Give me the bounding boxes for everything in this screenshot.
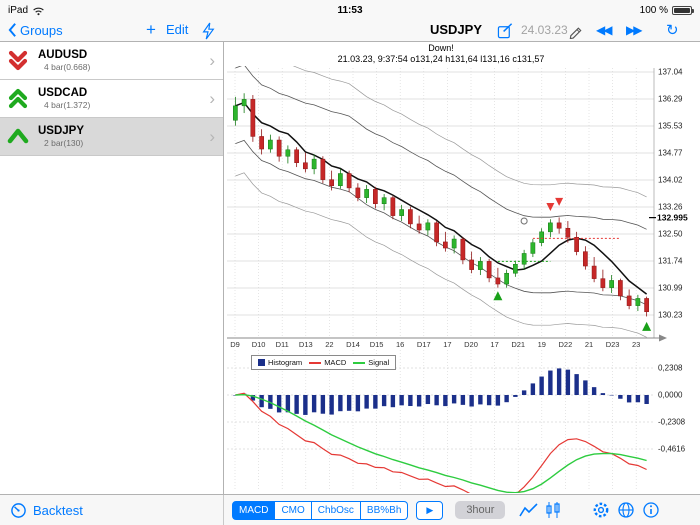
svg-text:0,2308: 0,2308 bbox=[658, 364, 683, 373]
chart-header: Down! 21.03.23, 9:37:54 o131,24 h131,64 … bbox=[225, 43, 657, 65]
svg-text:130.23: 130.23 bbox=[658, 311, 683, 320]
svg-text:16: 16 bbox=[396, 340, 404, 349]
symbol-name: AUDUSD bbox=[38, 49, 88, 61]
histogram-swatch bbox=[258, 359, 265, 366]
svg-text:D15: D15 bbox=[370, 340, 384, 349]
timeframe-button[interactable]: 3hour bbox=[455, 501, 506, 519]
bottom-toolbar: Backtest MACD CMO ChbOsc BB%Bh ▶ 3hour bbox=[0, 494, 700, 525]
symbol-sub: 4 bar(0.668) bbox=[44, 62, 91, 72]
backtest-button[interactable]: Backtest bbox=[0, 495, 224, 525]
svg-text:136.29: 136.29 bbox=[658, 95, 683, 104]
wifi-icon bbox=[33, 7, 44, 15]
chart-symbol-title: USDJPY bbox=[429, 22, 483, 37]
svg-text:131.74: 131.74 bbox=[658, 257, 683, 266]
edit-button[interactable]: Edit bbox=[166, 22, 189, 37]
svg-text:D14: D14 bbox=[346, 340, 360, 349]
svg-text:132.50: 132.50 bbox=[658, 230, 683, 239]
list-item-usdcad[interactable]: USDCAD 4 bar(1.372) › bbox=[0, 80, 223, 118]
svg-text:133.26: 133.26 bbox=[658, 203, 683, 212]
ohlc-label: 21.03.23, 9:37:54 o131,24 h131,64 l131,1… bbox=[337, 54, 545, 64]
symbol-name: USDJPY bbox=[38, 125, 85, 137]
fast-forward-button[interactable]: ▶▶ bbox=[626, 23, 643, 37]
svg-text:D11: D11 bbox=[276, 340, 289, 349]
candle-chart-icon[interactable] bbox=[545, 502, 564, 518]
gauge-icon bbox=[11, 502, 26, 518]
svg-text:-0,2308: -0,2308 bbox=[658, 418, 686, 427]
trend-up-icon bbox=[7, 128, 29, 143]
battery-percent: 100 % bbox=[639, 4, 668, 16]
list-item-usdjpy[interactable]: USDJPY 2 bar(130) › bbox=[0, 118, 223, 156]
symbol-name: USDCAD bbox=[38, 87, 88, 99]
back-label: Groups bbox=[20, 22, 63, 38]
symbol-list: AUDUSD 4 bar(0.668) › USDCAD 4 bar(1.372… bbox=[0, 42, 224, 494]
symbol-sub: 2 bar(130) bbox=[44, 138, 84, 148]
macd-swatch bbox=[309, 361, 322, 364]
indicator-tab-cmo[interactable]: CMO bbox=[275, 500, 312, 520]
svg-text:19: 19 bbox=[538, 340, 546, 349]
svg-text:D23: D23 bbox=[606, 340, 620, 349]
svg-text:137.04: 137.04 bbox=[658, 68, 683, 77]
line-chart-icon[interactable] bbox=[519, 502, 539, 518]
svg-text:-0,4616: -0,4616 bbox=[658, 445, 686, 454]
svg-text:D17: D17 bbox=[417, 340, 431, 349]
nav-bar: Groups + Edit USDJPY 24.03.23 ◀◀ ▶▶ ↻ bbox=[0, 20, 700, 42]
battery-icon bbox=[672, 5, 694, 15]
device-label: iPad bbox=[8, 4, 29, 16]
chart-area: Down! 21.03.23, 9:37:54 o131,24 h131,64 … bbox=[225, 42, 700, 494]
info-icon[interactable] bbox=[642, 501, 660, 519]
chevron-right-icon: › bbox=[209, 50, 215, 70]
indicator-tab-macd[interactable]: MACD bbox=[232, 500, 276, 520]
indicator-tab-chbosc[interactable]: ChbOsc bbox=[311, 500, 361, 520]
chart-date[interactable]: 24.03.23 bbox=[521, 23, 568, 37]
legend-label: Signal bbox=[368, 358, 390, 367]
svg-text:134.77: 134.77 bbox=[658, 149, 683, 158]
backtest-label: Backtest bbox=[33, 502, 83, 518]
svg-text:0,0000: 0,0000 bbox=[658, 391, 683, 400]
list-item-audusd[interactable]: AUDUSD 4 bar(0.668) › bbox=[0, 42, 223, 80]
chevron-right-icon: › bbox=[209, 88, 215, 108]
svg-text:17: 17 bbox=[490, 340, 498, 349]
svg-text:D13: D13 bbox=[299, 340, 313, 349]
svg-text:134.02: 134.02 bbox=[658, 176, 683, 185]
status-bar: iPad 11:53 100 % bbox=[0, 0, 700, 20]
compose-icon[interactable] bbox=[497, 23, 514, 42]
svg-text:D22: D22 bbox=[559, 340, 573, 349]
back-button[interactable]: Groups bbox=[8, 22, 63, 38]
legend-label: Histogram bbox=[268, 358, 303, 367]
price-chart[interactable]: 137.04136.29135.53134.77134.02133.26132.… bbox=[225, 42, 700, 494]
svg-text:23: 23 bbox=[632, 340, 640, 349]
svg-text:D10: D10 bbox=[252, 340, 266, 349]
flash-icon[interactable] bbox=[200, 22, 216, 43]
clock: 11:53 bbox=[337, 4, 363, 16]
svg-text:17: 17 bbox=[443, 340, 451, 349]
chevron-right-icon: › bbox=[209, 126, 215, 146]
indicator-legend: Histogram MACD Signal bbox=[251, 355, 397, 370]
indicator-segmented-control: MACD CMO ChbOsc BB%Bh bbox=[232, 500, 409, 520]
svg-text:D21: D21 bbox=[511, 340, 525, 349]
settings-gear-icon[interactable] bbox=[592, 501, 610, 519]
legend-label: MACD bbox=[324, 358, 347, 367]
svg-text:D20: D20 bbox=[464, 340, 478, 349]
signal-label: Down! bbox=[428, 43, 454, 53]
svg-text:D9: D9 bbox=[230, 340, 240, 349]
symbol-sub: 4 bar(1.372) bbox=[44, 100, 91, 110]
play-button[interactable]: ▶ bbox=[416, 500, 444, 520]
pencil-icon[interactable] bbox=[568, 23, 584, 42]
indicator-tab-bbpbh[interactable]: BB%Bh bbox=[360, 500, 409, 520]
globe-icon[interactable] bbox=[617, 501, 635, 519]
trend-up-icon bbox=[8, 88, 28, 108]
svg-text:130.99: 130.99 bbox=[658, 284, 683, 293]
svg-text:135.53: 135.53 bbox=[658, 122, 683, 131]
back-chevron-icon bbox=[8, 23, 16, 37]
signal-swatch bbox=[353, 361, 366, 364]
svg-text:22: 22 bbox=[325, 340, 333, 349]
refresh-icon[interactable]: ↻ bbox=[666, 22, 679, 39]
svg-text:21: 21 bbox=[585, 340, 593, 349]
add-button[interactable]: + bbox=[146, 20, 156, 39]
trend-down-icon bbox=[8, 50, 28, 70]
rewind-button[interactable]: ◀◀ bbox=[596, 23, 613, 37]
svg-text:132.995: 132.995 bbox=[657, 213, 688, 223]
